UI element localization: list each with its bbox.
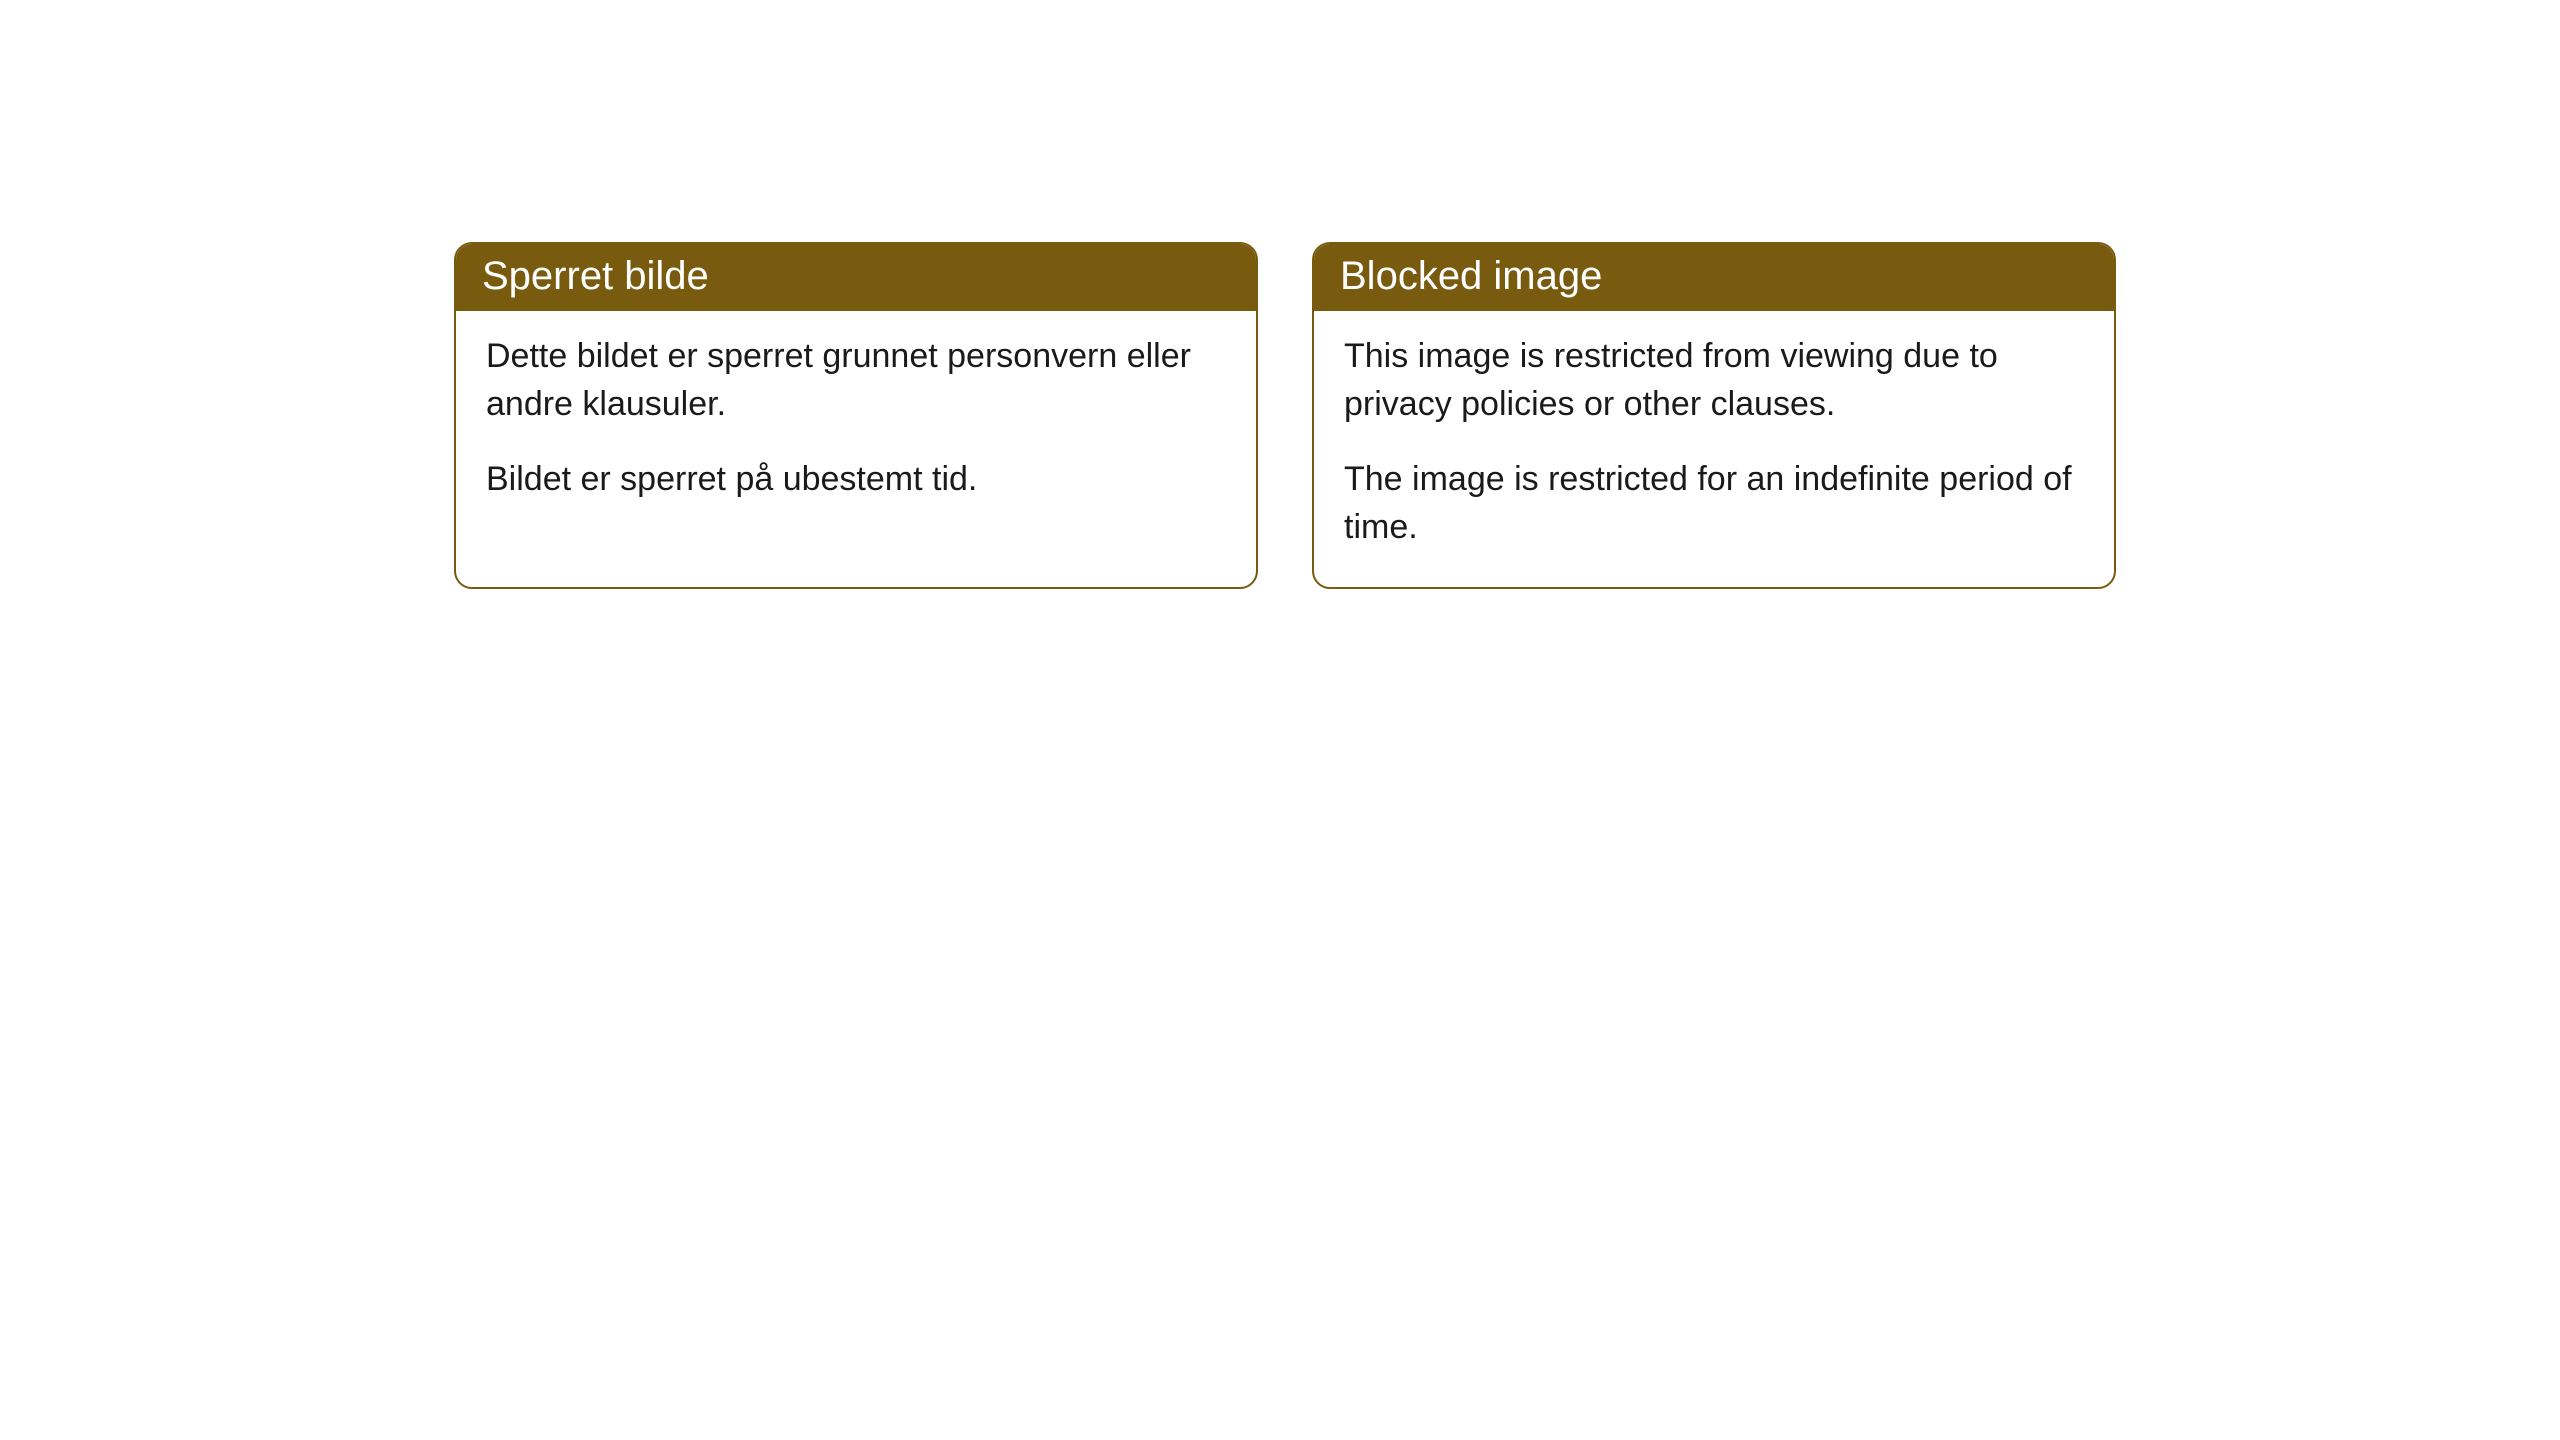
notice-card-norwegian: Sperret bilde Dette bildet er sperret gr… — [454, 242, 1258, 589]
card-paragraph: The image is restricted for an indefinit… — [1344, 456, 2084, 551]
card-body: This image is restricted from viewing du… — [1314, 311, 2114, 587]
card-paragraph: This image is restricted from viewing du… — [1344, 333, 2084, 428]
card-paragraph: Dette bildet er sperret grunnet personve… — [486, 333, 1226, 428]
card-header: Sperret bilde — [456, 244, 1256, 311]
card-title: Sperret bilde — [482, 254, 709, 298]
card-body: Dette bildet er sperret grunnet personve… — [456, 311, 1256, 540]
notice-card-english: Blocked image This image is restricted f… — [1312, 242, 2116, 589]
card-title: Blocked image — [1340, 254, 1602, 298]
card-header: Blocked image — [1314, 244, 2114, 311]
card-paragraph: Bildet er sperret på ubestemt tid. — [486, 456, 1226, 504]
notice-cards-container: Sperret bilde Dette bildet er sperret gr… — [454, 242, 2116, 589]
